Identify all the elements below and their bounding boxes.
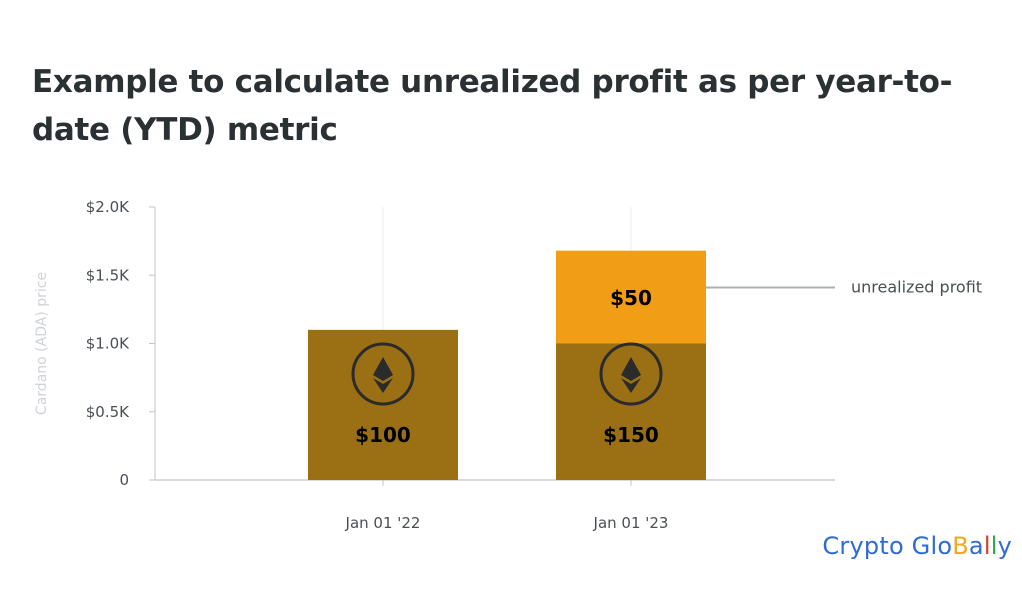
cardano-coin-icon — [351, 342, 415, 406]
cardano-coin-icon — [599, 342, 663, 406]
x-tick-label: Jan 01 '23 — [593, 514, 669, 532]
y-axis-title: Cardano (ADA) price — [34, 272, 50, 415]
y-tick-label: $0.5K — [86, 403, 130, 421]
axes: 0 $0.5K $1.0K $1.5K $2.0K Cardano (ADA) price… — [34, 198, 835, 532]
data-labels: $100 $150 $50 — [351, 286, 663, 447]
brand-letter: G — [911, 532, 931, 560]
brand-letter: C — [822, 532, 840, 560]
coin-diamond-top — [373, 357, 393, 381]
coin-diamond-bottom — [373, 378, 393, 393]
brand-logo: Crypto GloBally — [822, 532, 1012, 560]
y-tick-label: $1.5K — [86, 266, 130, 284]
bar-segment — [556, 250, 706, 344]
annotation: unrealized profit — [706, 278, 982, 297]
coin-diamond-bottom — [621, 378, 641, 393]
brand-letter: y — [997, 532, 1012, 560]
brand-letter: t — [879, 532, 889, 560]
brand-letter: l — [930, 532, 938, 560]
brand-letter: l — [990, 532, 998, 560]
bar-data-label: $150 — [603, 423, 659, 447]
brand-letter: y — [849, 532, 864, 560]
annotation-label: unrealized profit — [851, 278, 982, 297]
brand-letter: r — [839, 532, 850, 560]
brand-letter: o — [888, 532, 904, 560]
coin-diamond-top — [621, 357, 641, 381]
brand-letter: l — [983, 532, 991, 560]
bar-data-label: $50 — [610, 286, 652, 310]
bar-data-label: $100 — [355, 423, 411, 447]
y-tick-label: 0 — [119, 471, 129, 489]
y-tick-label: $2.0K — [86, 198, 130, 216]
x-tick-label: Jan 01 '22 — [345, 514, 421, 532]
y-tick-label: $1.0K — [86, 335, 130, 353]
brand-letter: B — [952, 532, 969, 560]
coin-ring — [599, 342, 663, 406]
chart-title: Example to calculate unrealized profit a… — [32, 64, 953, 148]
brand-letter: p — [863, 532, 880, 560]
coin-ring — [351, 342, 415, 406]
brand-letter: o — [937, 532, 953, 560]
brand-letter: a — [968, 532, 984, 560]
brand-letter — [904, 532, 912, 560]
